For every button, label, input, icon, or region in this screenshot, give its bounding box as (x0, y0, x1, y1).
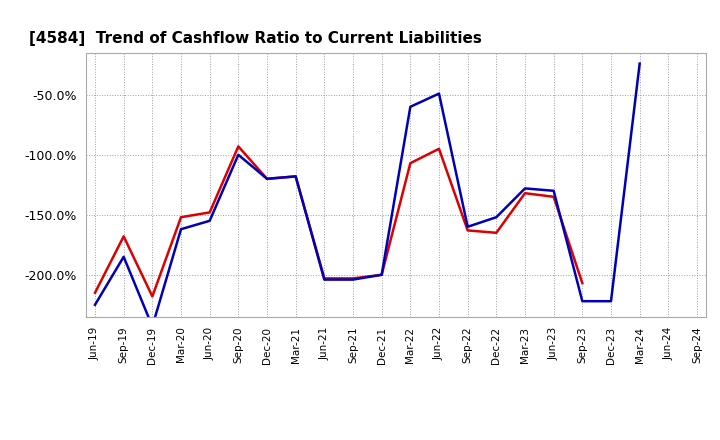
Operating CF to Current Liabilities (377, 272, 386, 278)
Free CF to Current Liabilities (406, 104, 415, 110)
Operating CF to Current Liabilities (120, 234, 128, 239)
Free CF to Current Liabilities (263, 176, 271, 181)
Free CF to Current Liabilities (148, 324, 157, 329)
Operating CF to Current Liabilities (521, 191, 529, 196)
Free CF to Current Liabilities (292, 174, 300, 179)
Free CF to Current Liabilities (234, 152, 243, 158)
Free CF to Current Liabilities (635, 61, 644, 66)
Operating CF to Current Liabilities (91, 290, 99, 295)
Free CF to Current Liabilities (205, 218, 214, 224)
Free CF to Current Liabilities (492, 215, 500, 220)
Operating CF to Current Liabilities (406, 161, 415, 166)
Operating CF to Current Liabilities (148, 294, 157, 299)
Free CF to Current Liabilities (91, 302, 99, 308)
Free CF to Current Liabilities (320, 277, 328, 282)
Operating CF to Current Liabilities (435, 146, 444, 151)
Operating CF to Current Liabilities (176, 215, 185, 220)
Operating CF to Current Liabilities (549, 194, 558, 199)
Free CF to Current Liabilities (578, 299, 587, 304)
Operating CF to Current Liabilities (205, 210, 214, 215)
Free CF to Current Liabilities (607, 299, 616, 304)
Free CF to Current Liabilities (176, 227, 185, 232)
Operating CF to Current Liabilities (464, 228, 472, 233)
Free CF to Current Liabilities (521, 186, 529, 191)
Free CF to Current Liabilities (120, 254, 128, 260)
Free CF to Current Liabilities (464, 224, 472, 229)
Free CF to Current Liabilities (549, 188, 558, 194)
Operating CF to Current Liabilities (578, 281, 587, 286)
Operating CF to Current Liabilities (292, 174, 300, 179)
Operating CF to Current Liabilities (263, 176, 271, 181)
Line: Free CF to Current Liabilities: Free CF to Current Liabilities (95, 64, 639, 326)
Free CF to Current Liabilities (377, 272, 386, 278)
Operating CF to Current Liabilities (320, 276, 328, 281)
Operating CF to Current Liabilities (234, 144, 243, 149)
Free CF to Current Liabilities (348, 277, 357, 282)
Text: [4584]  Trend of Cashflow Ratio to Current Liabilities: [4584] Trend of Cashflow Ratio to Curren… (29, 31, 482, 46)
Operating CF to Current Liabilities (492, 230, 500, 235)
Free CF to Current Liabilities (435, 91, 444, 96)
Line: Operating CF to Current Liabilities: Operating CF to Current Liabilities (95, 147, 582, 297)
Operating CF to Current Liabilities (348, 276, 357, 281)
